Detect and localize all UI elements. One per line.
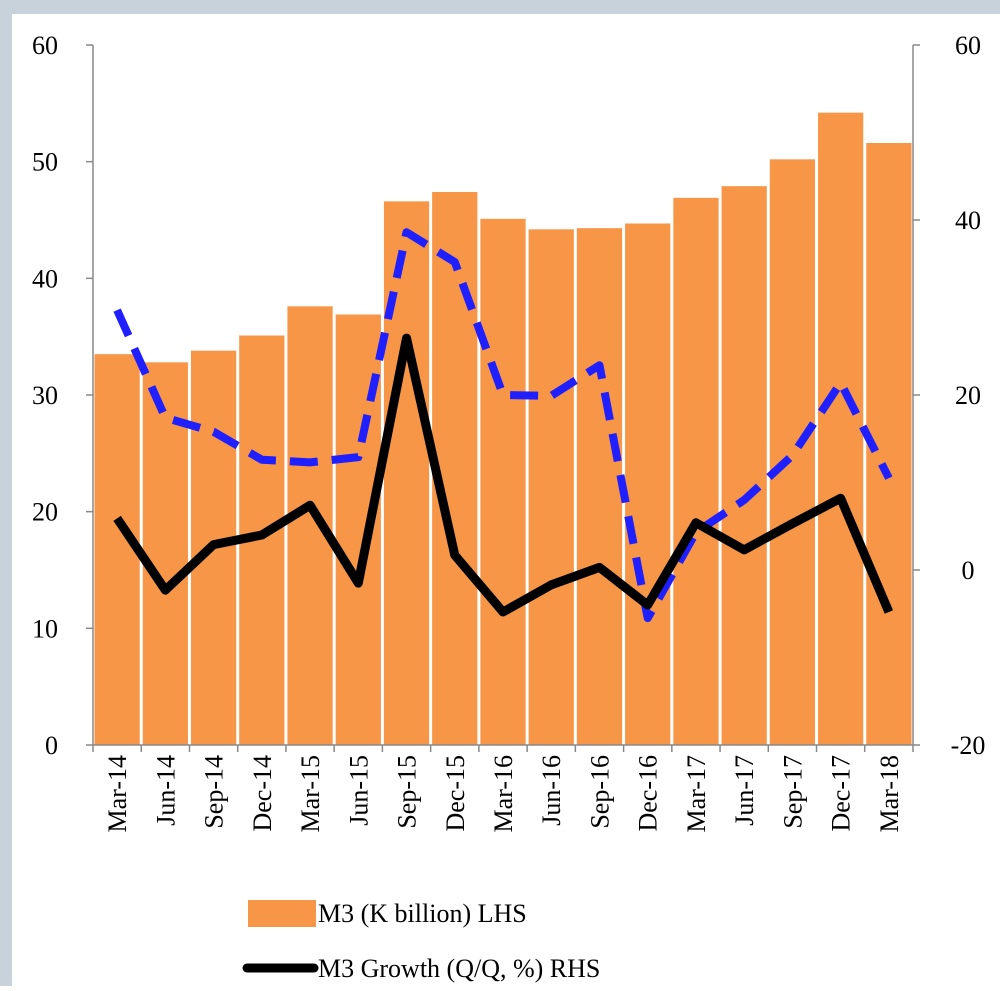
top-strip [0,0,1000,14]
right-strip [975,0,1000,14]
bar [94,354,140,745]
y-tick-label: 10 [32,614,58,643]
bar [480,218,526,746]
y2-tick-label: 60 [955,31,981,60]
bar [769,159,816,746]
x-tick-label: Mar-14 [103,755,132,832]
line [113,333,894,617]
legend-swatch [248,900,316,927]
bar [673,197,719,746]
x-tick-label: Sep-17 [778,755,807,829]
x-tick-label: Dec-16 [634,755,663,832]
y-tick-label: 30 [32,381,58,410]
x-tick-label: Jun-16 [537,755,566,826]
x-tick-label: Mar-16 [489,755,518,832]
x-tick-label: Sep-14 [200,755,229,829]
y2-tick-label: 0 [962,556,975,585]
bar [625,223,671,745]
y2-tick-label: 40 [955,206,981,235]
y-tick-label: 40 [32,264,58,293]
x-tick-label: Mar-17 [682,755,711,832]
x-tick-label: Dec-17 [827,755,856,832]
x-tick-label: Jun-15 [344,755,373,826]
bar [576,228,623,745]
y-tick-label: 0 [45,731,58,760]
y2-tick-label: -20 [951,731,986,760]
x-tick-label: Jun-17 [730,755,759,826]
bar [528,229,574,746]
bar [383,201,430,746]
x-tick-label: Mar-18 [875,755,904,832]
y2-tick-label: 20 [955,381,981,410]
x-tick-label: Dec-15 [441,755,470,832]
x-tick-label: Dec-14 [248,755,277,832]
y-tick-label: 60 [32,31,58,60]
bar [721,186,767,745]
x-tick-label: Jun-14 [151,755,180,826]
legend-label: M3 Growth (Q/Q, %) RHS [318,954,600,983]
left-strip [0,0,12,986]
y-tick-label: 50 [32,148,58,177]
x-tick-label: Sep-15 [393,755,422,829]
x-tick-label: Mar-15 [296,755,325,832]
bar [818,112,864,745]
legend-label: M3 (K billion) LHS [318,899,527,928]
x-tick-label: Sep-16 [585,755,614,829]
y-tick-label: 20 [32,498,58,527]
